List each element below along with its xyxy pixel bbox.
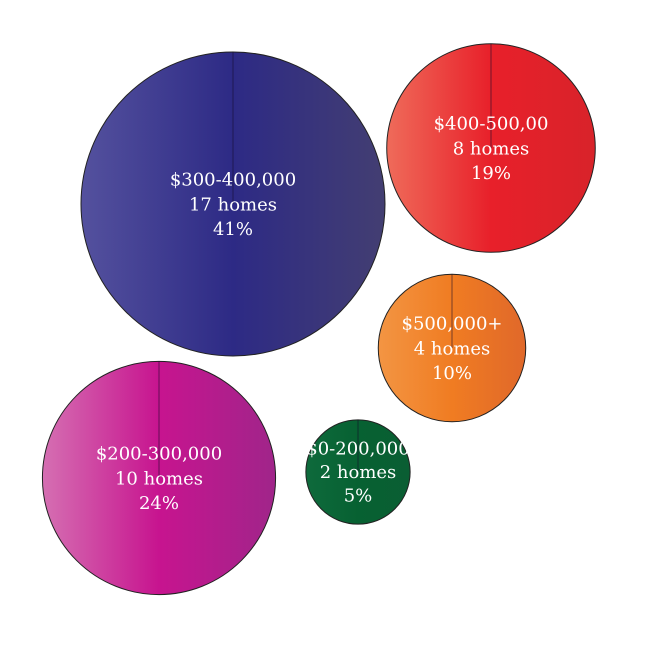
bubble: $200-300,000 10 homes 24%: [41, 360, 277, 596]
bubble-percent-label: 10%: [432, 363, 472, 384]
bubble-range-label: $200-300,000: [96, 443, 222, 464]
bubble-homes-label: 2 homes: [320, 462, 397, 483]
bubble: $500,000+ 4 homes 10%: [377, 273, 527, 423]
bubble: $300-400,000 17 homes 41%: [80, 51, 386, 357]
bubble-percent-label: 5%: [344, 485, 373, 506]
bubble-percent-label: 24%: [139, 493, 179, 514]
bubble-homes-label: 4 homes: [414, 338, 491, 359]
bubble-homes-label: 10 homes: [115, 468, 203, 489]
bubble-percent-label: 19%: [471, 163, 511, 184]
bubble-range-label: $300-400,000: [170, 169, 296, 190]
bubble-range-label: $400-500,00: [434, 113, 549, 134]
bubble-homes-label: 17 homes: [189, 194, 277, 215]
bubble-range-label: $500,000+: [402, 313, 503, 334]
bubble-homes-label: 8 homes: [453, 138, 530, 159]
bubble-percent-label: 41%: [213, 219, 253, 240]
bubble: $400-500,00 8 homes 19%: [386, 43, 596, 253]
bubble-range-label: $0-200,000: [306, 438, 409, 459]
bubbles-group: $300-400,000 17 homes 41% $400-500,00 8 home…: [41, 43, 596, 596]
